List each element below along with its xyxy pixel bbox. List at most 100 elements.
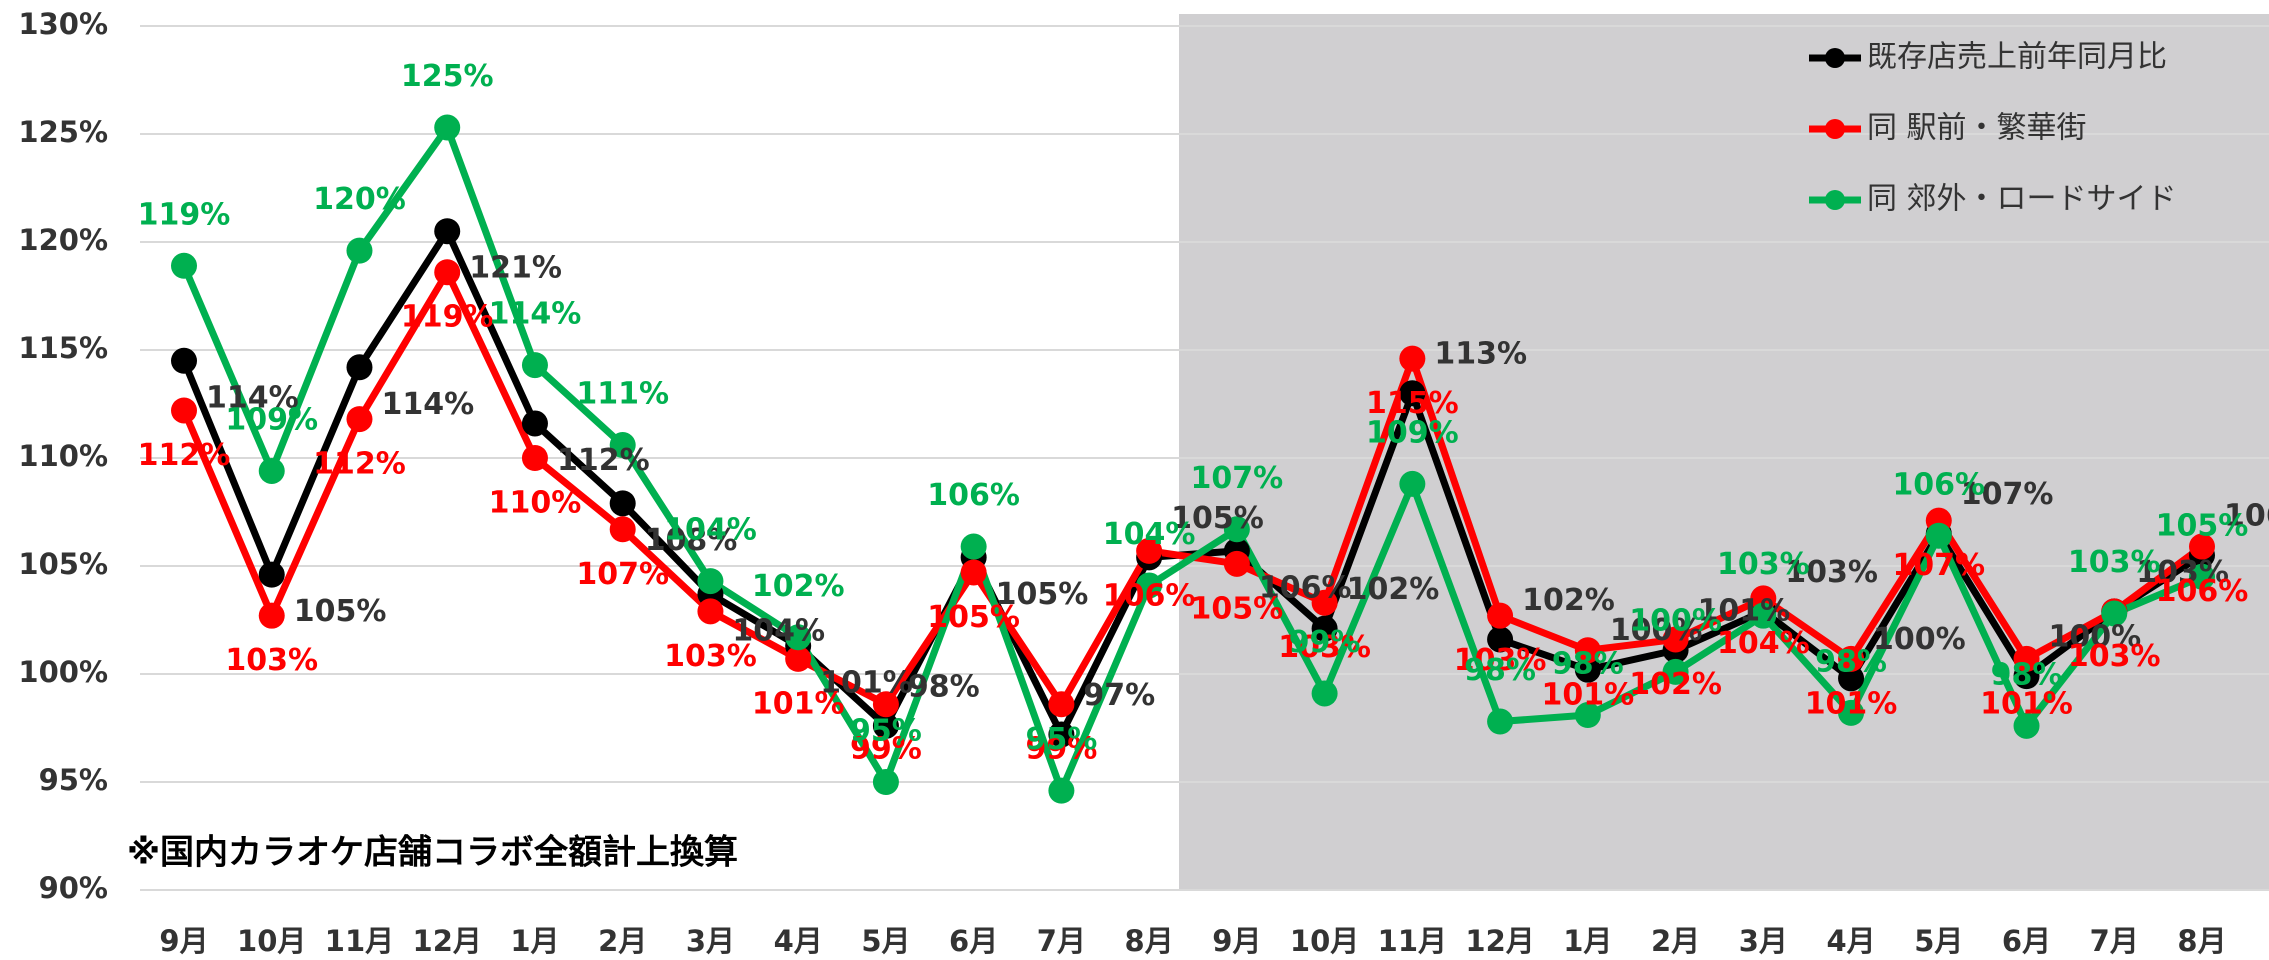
data-label: 98%	[1815, 644, 1887, 679]
data-point	[1574, 637, 1601, 664]
data-label: 103%	[1785, 555, 1878, 590]
data-label: 95%	[850, 714, 922, 749]
data-point	[1662, 658, 1689, 685]
x-tick-label: 12月	[413, 924, 482, 958]
data-label: 114%	[489, 297, 582, 332]
data-label: 105%	[2156, 508, 2249, 543]
data-point	[960, 533, 987, 560]
data-point	[2189, 563, 2215, 590]
data-point	[1399, 345, 1426, 372]
x-tick-label: 8月	[1125, 924, 1174, 958]
data-label: 103%	[225, 643, 318, 678]
legend-marker	[1825, 190, 1845, 210]
data-label: 100%	[1610, 613, 1703, 648]
data-label: 114%	[381, 387, 474, 422]
data-point	[171, 347, 197, 374]
x-tick-label: 6月	[2002, 924, 2051, 958]
highlight-region	[1179, 14, 2269, 890]
x-tick-label: 12月	[1465, 924, 1534, 958]
x-tick-label: 4月	[1826, 924, 1875, 958]
data-point	[1048, 777, 1075, 804]
x-tick-label: 9月	[1212, 924, 1261, 958]
data-label: 100%	[2049, 620, 2142, 655]
y-tick-label: 100%	[18, 655, 108, 689]
x-tick-label: 3月	[686, 924, 735, 958]
x-tick-label: 6月	[949, 924, 998, 958]
data-label: 112%	[313, 447, 406, 482]
y-tick-label: 120%	[18, 223, 108, 257]
data-point	[1223, 516, 1250, 543]
data-point	[2189, 533, 2215, 560]
data-label: 108%	[645, 523, 738, 558]
data-label: 106%	[1259, 570, 1352, 605]
legend-marker	[1825, 119, 1845, 139]
data-point	[1925, 522, 1952, 549]
data-point	[434, 259, 461, 286]
data-label: 107%	[1892, 548, 1985, 583]
data-label: 98%	[908, 669, 980, 704]
data-point	[1311, 589, 1338, 616]
data-label: 104%	[1103, 517, 1196, 552]
data-point	[1838, 645, 1865, 672]
data-label: 106%	[2156, 574, 2249, 609]
data-label: 125%	[401, 59, 494, 94]
data-label: 102%	[1522, 583, 1615, 618]
data-point	[609, 432, 636, 459]
x-tick-label: 1月	[510, 924, 559, 958]
x-tick-label: 2月	[1651, 924, 1700, 958]
data-label: 105%	[1191, 591, 1284, 626]
data-point	[960, 559, 987, 586]
data-point	[1574, 656, 1601, 683]
data-label: 101%	[1541, 678, 1634, 713]
data-point	[872, 769, 899, 795]
data-point	[1399, 380, 1426, 407]
data-label: 102%	[1629, 667, 1722, 702]
data-label: 106%	[2224, 499, 2269, 534]
data-point	[872, 691, 899, 718]
data-label: 107%	[1191, 461, 1284, 496]
data-point	[1750, 602, 1777, 629]
x-tick-label: 11月	[1378, 924, 1447, 958]
data-label: 97%	[1083, 678, 1155, 713]
legend-label: 同 駅前・繁華街	[1867, 111, 2087, 146]
data-label: 103%	[2068, 545, 2161, 580]
data-label: 105%	[996, 577, 1089, 612]
x-tick-label: 5月	[861, 924, 910, 958]
x-tick-label: 8月	[2177, 924, 2226, 958]
x-tick-label: 9月	[159, 924, 208, 958]
data-label: 121%	[469, 251, 562, 286]
y-tick-label: 90%	[39, 871, 108, 905]
data-label: 101%	[1698, 594, 1791, 629]
data-point	[258, 602, 285, 629]
data-point	[785, 645, 812, 672]
data-label: 99%	[1025, 732, 1097, 767]
data-label: 100%	[1873, 622, 1966, 657]
data-label: 107%	[576, 557, 669, 592]
x-tick-label: 10月	[237, 924, 306, 958]
series-line	[180, 124, 2204, 795]
data-point	[1487, 602, 1514, 629]
x-tick-label: 7月	[2090, 924, 2139, 958]
data-point	[1223, 550, 1250, 577]
y-tick-label: 125%	[18, 115, 108, 149]
data-label: 115%	[1366, 386, 1459, 421]
data-label: 98%	[1464, 653, 1536, 688]
x-tick-label: 4月	[774, 924, 823, 958]
x-tick-label: 7月	[1037, 924, 1086, 958]
data-label: 103%	[1454, 643, 1547, 678]
data-point	[434, 218, 461, 245]
data-point	[697, 568, 724, 595]
y-tick-label: 105%	[18, 547, 108, 581]
data-point	[2013, 712, 2040, 739]
y-tick-label: 115%	[18, 331, 108, 365]
data-label: 112%	[138, 438, 231, 473]
data-point	[346, 237, 373, 264]
data-point	[1574, 702, 1601, 729]
data-label: 103%	[664, 639, 757, 674]
data-point	[609, 516, 636, 543]
data-label: 114%	[206, 380, 299, 415]
data-label: 111%	[576, 377, 669, 412]
data-label: 100%	[1629, 603, 1722, 638]
data-label: 103%	[2136, 555, 2229, 590]
y-tick-label: 130%	[18, 7, 108, 41]
